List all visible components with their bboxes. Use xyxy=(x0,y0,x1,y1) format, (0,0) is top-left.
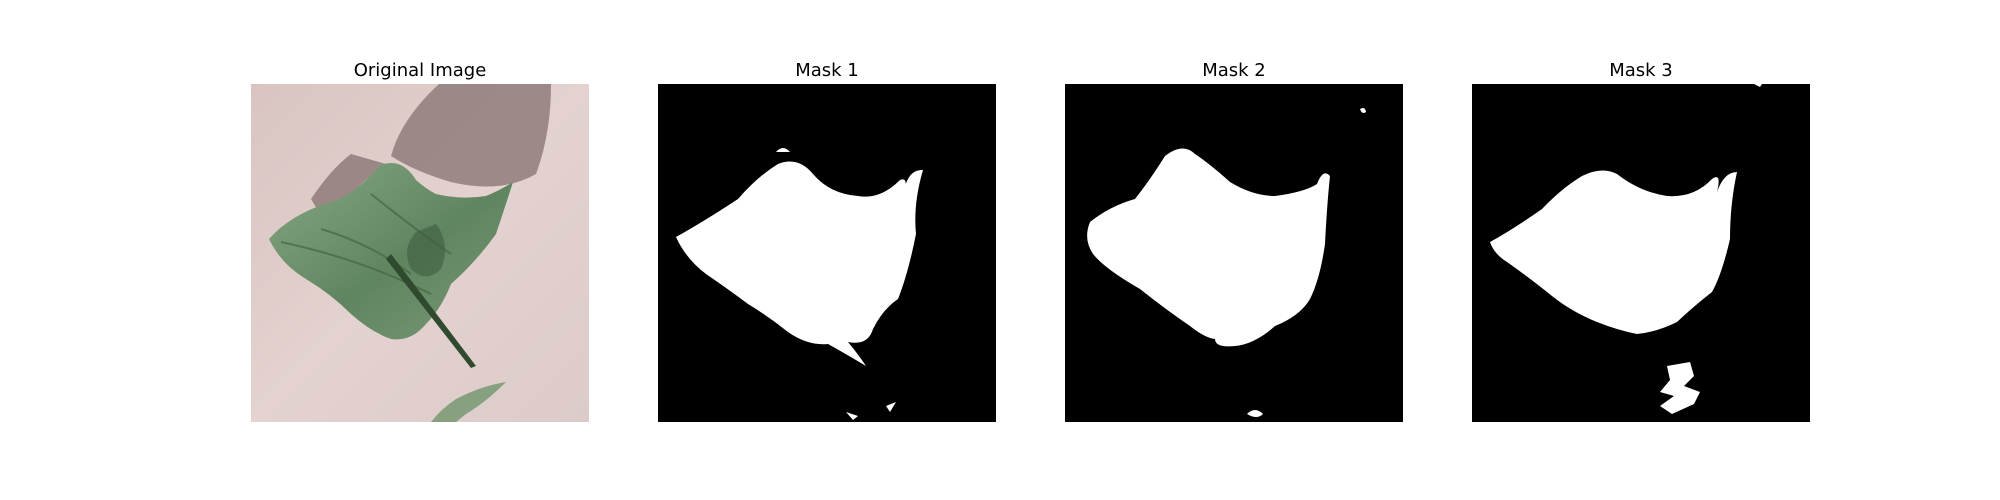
mask-speck xyxy=(1247,410,1263,417)
original-image xyxy=(251,84,589,422)
mask-region xyxy=(1087,148,1330,347)
mask-1-image xyxy=(658,84,996,422)
leaf-stem xyxy=(386,254,476,368)
mask-speck xyxy=(1754,84,1762,87)
leaf-dark-patch xyxy=(407,224,445,277)
mask-2-image xyxy=(1065,84,1403,422)
panel-title: Mask 3 xyxy=(1609,60,1673,81)
mask-region xyxy=(1490,170,1737,334)
mask-blob xyxy=(1660,362,1700,414)
panel-title: Original Image xyxy=(353,60,487,81)
mask-3-image xyxy=(1472,84,1810,422)
mask-speck xyxy=(776,148,790,152)
mask-speck xyxy=(1360,108,1366,113)
leaf-shadow xyxy=(391,84,551,187)
mask-region xyxy=(676,161,923,366)
panel-title: Mask 2 xyxy=(1202,60,1266,81)
panel-title: Mask 1 xyxy=(795,60,859,81)
leaf-bottom-fragment xyxy=(431,382,506,422)
leaf xyxy=(269,163,513,340)
